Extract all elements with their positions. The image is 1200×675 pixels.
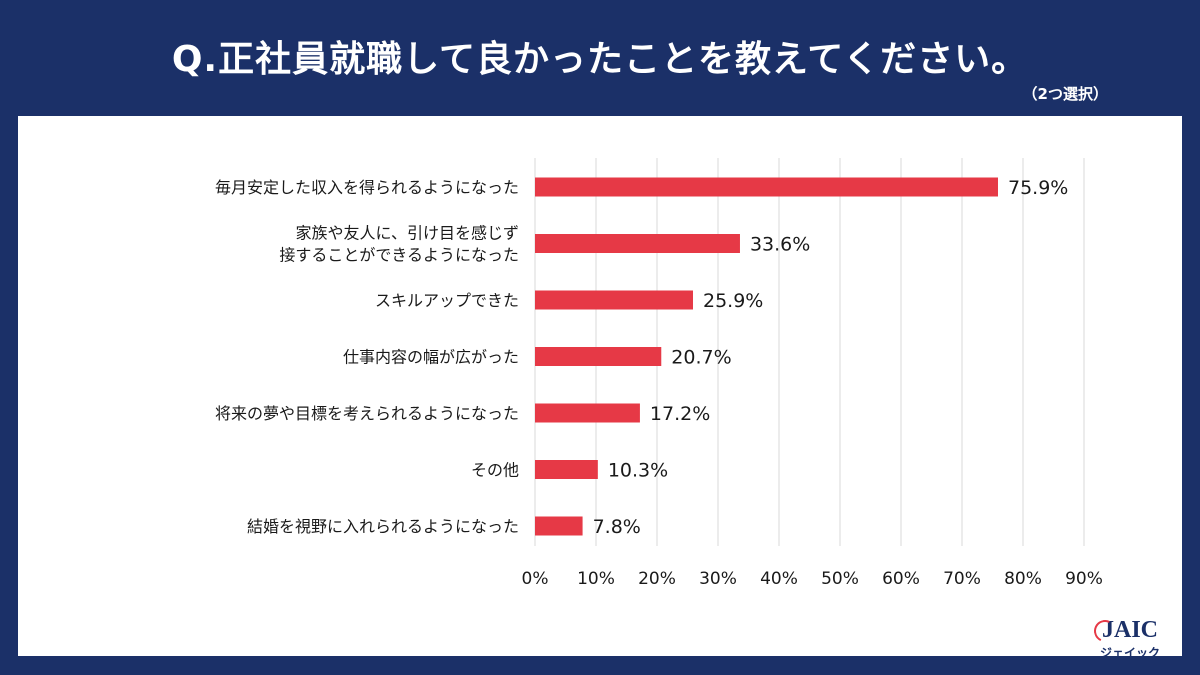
x-tick-label: 80% [1004, 569, 1042, 589]
jaic-logo: JAIC ジェイック [1090, 616, 1170, 661]
x-tick-label: 0% [522, 569, 549, 589]
x-tick-label: 10% [577, 569, 615, 589]
category-label: スキルアップできた [375, 291, 519, 310]
category-label: 結婚を視野に入れられるようになった [247, 517, 519, 536]
x-tick-label: 30% [699, 569, 737, 589]
bar-value-label: 75.9% [1008, 177, 1068, 199]
bar-value-label: 25.9% [703, 290, 763, 312]
page-title: Q.正社員就職して良かったことを教えてください。 [171, 39, 1029, 80]
chart-panel: 0% 10% 20% 30% 40% 50% 60% 70% 80% 90% 75.9% 毎月安定した… [18, 116, 1182, 656]
bar [535, 460, 598, 479]
bar [535, 347, 662, 366]
bar-value-label: 10.3% [608, 460, 668, 482]
bar-chart: 0% 10% 20% 30% 40% 50% 60% 70% 80% 90% 75.9% 毎月安定した… [215, 158, 1103, 589]
bar [535, 234, 740, 253]
x-tick-label: 70% [943, 569, 981, 589]
category-label: 接することができるようになった [279, 246, 519, 265]
category-label: 将来の夢や目標を考えられるようになった [215, 404, 519, 423]
bar [535, 516, 583, 536]
category-label: 仕事内容の幅が広がった [343, 348, 519, 367]
x-tick-label: 40% [760, 569, 798, 589]
category-label: 家族や友人に、引け目を感じず [295, 224, 519, 243]
category-label: 毎月安定した収入を得られるようになった [215, 178, 519, 197]
x-tick-label: 50% [821, 569, 859, 589]
category-label: その他 [471, 461, 519, 480]
bar-value-label: 20.7% [671, 347, 731, 369]
logo-wordmark: JAIC [1090, 616, 1170, 646]
x-tick-label: 90% [1065, 569, 1103, 589]
bar [535, 290, 693, 310]
x-tick-label: 20% [638, 569, 676, 589]
bar [535, 177, 998, 197]
bar-value-label: 33.6% [750, 234, 810, 256]
x-tick-label: 60% [882, 569, 920, 589]
bar-value-label: 7.8% [593, 516, 641, 538]
logo-sub-text: ジェイック [1099, 646, 1160, 660]
bar-value-label: 17.2% [650, 403, 710, 425]
logo-main-text: JAIC [1101, 617, 1158, 643]
page-subtitle: （2つ選択） [1022, 85, 1108, 103]
bar [535, 403, 640, 423]
